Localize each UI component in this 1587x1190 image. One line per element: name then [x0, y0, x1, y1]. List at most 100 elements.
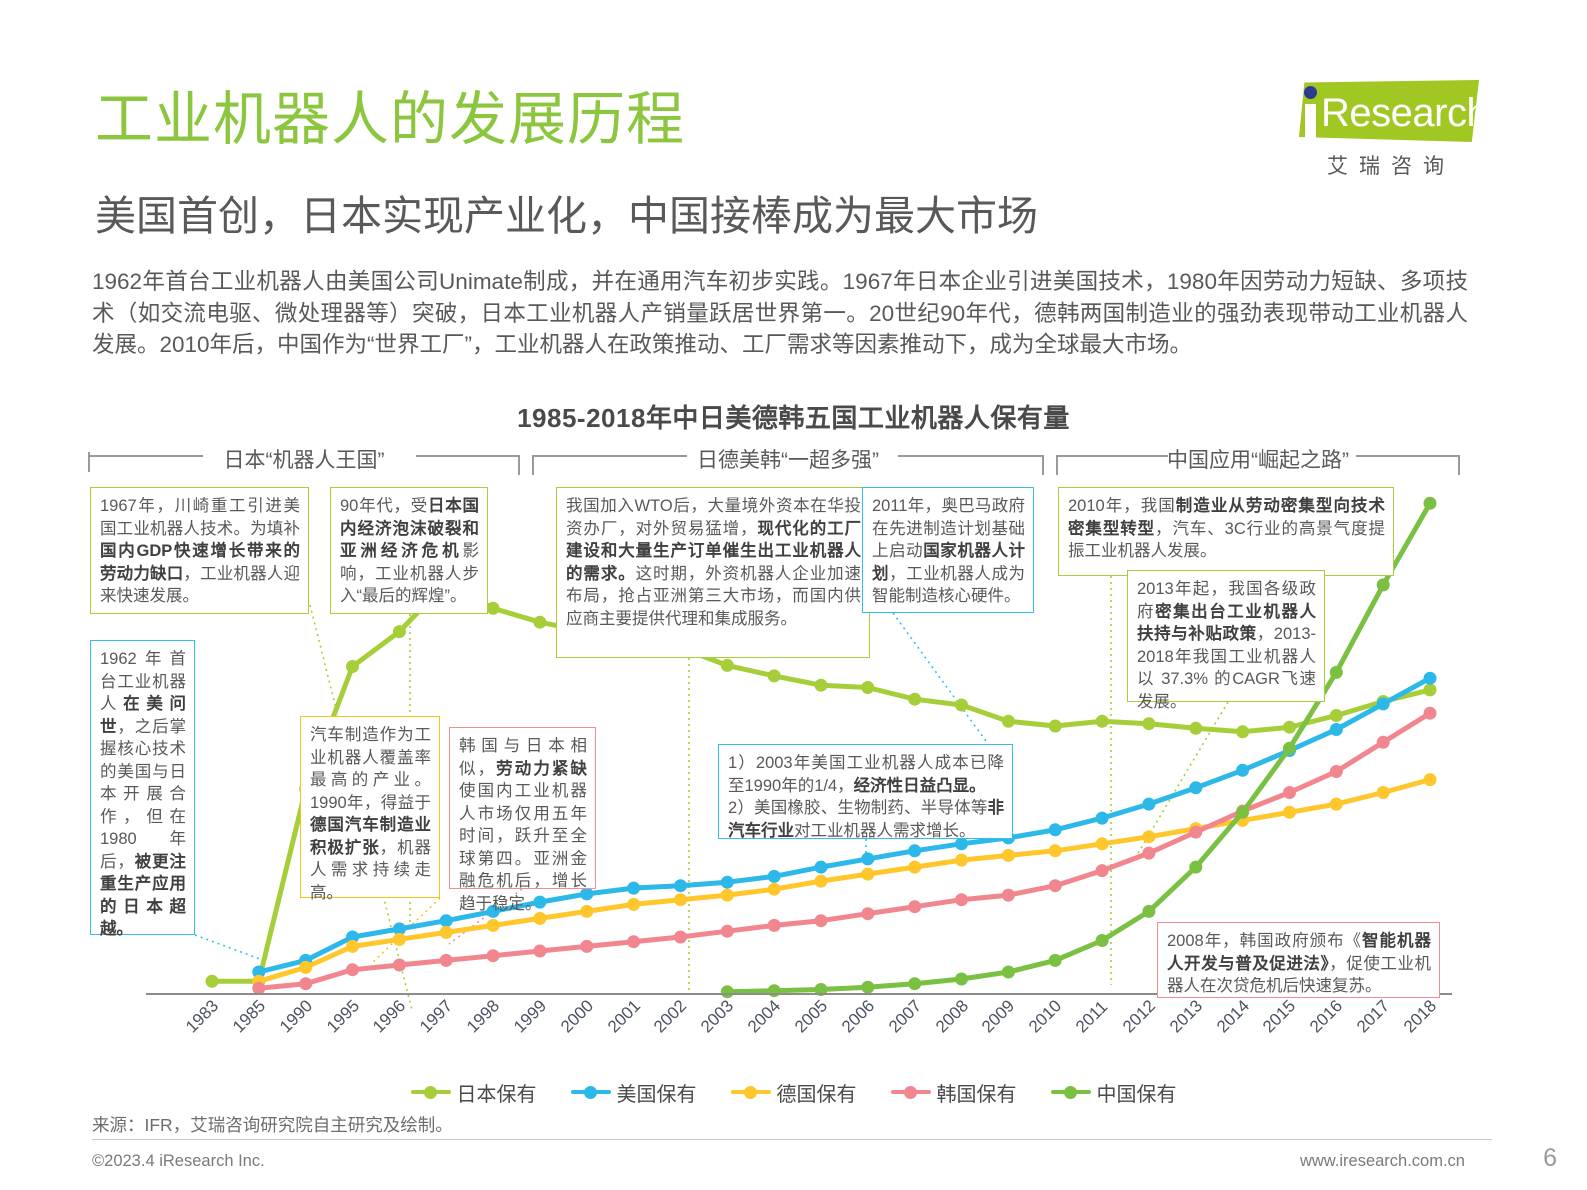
data-point	[1376, 735, 1390, 749]
bracket-left-tick	[532, 455, 534, 475]
data-point	[908, 977, 922, 991]
data-point	[1423, 496, 1437, 510]
phase-bracket-japan: 日本“机器人王国”	[88, 449, 520, 481]
data-point	[627, 935, 641, 949]
logo-shape-icon	[1299, 80, 1479, 142]
data-point	[1095, 864, 1109, 878]
data-point	[1001, 848, 1015, 862]
data-point	[533, 944, 547, 958]
data-point	[1423, 671, 1437, 685]
legend-item-1[interactable]: 美国保有	[570, 1078, 697, 1107]
data-point	[580, 939, 594, 953]
x-axis-tick-label: 2005	[791, 996, 832, 1037]
data-point	[346, 963, 359, 977]
website-url[interactable]: www.iresearch.com.cn	[1299, 1152, 1465, 1170]
data-point	[533, 895, 547, 909]
x-axis-tick-label: 2009	[978, 996, 1019, 1037]
note-leader-line	[892, 612, 1008, 771]
copyright-text: ©2023.4 iResearch Inc.	[92, 1152, 265, 1170]
data-point	[205, 974, 219, 988]
legend-marker-icon	[890, 1085, 931, 1099]
data-point	[1283, 720, 1296, 734]
data-point	[252, 965, 266, 979]
data-point	[1142, 830, 1156, 844]
data-point	[1329, 709, 1343, 722]
bracket-line-right	[898, 455, 1044, 457]
data-point	[1423, 683, 1437, 697]
legend-marker-icon	[1050, 1085, 1091, 1099]
legend-item-3[interactable]: 韩国保有	[890, 1078, 1017, 1107]
note-korea: 韩国与日本相似，劳动力紧缺使国内工业机器人市场仅用五年时间，跃升至全球第四。亚洲…	[449, 727, 596, 913]
data-point	[392, 932, 406, 946]
x-axis-tick-label: 2015	[1259, 996, 1300, 1037]
data-point	[1189, 825, 1203, 839]
data-point	[1189, 721, 1203, 735]
data-point	[908, 900, 922, 914]
data-point	[1329, 765, 1343, 778]
bracket-right-tick	[1042, 455, 1044, 475]
phase-bracket-china: 中国应用“崛起之路”	[1056, 449, 1460, 481]
source-text: 来源：IFR，艾瑞咨询研究院自主研究及绘制。	[92, 1115, 453, 1135]
data-point	[1142, 904, 1156, 918]
data-point	[1189, 781, 1203, 795]
x-axis-tick-label: 2006	[837, 996, 879, 1037]
bracket-right-tick	[518, 455, 520, 475]
data-point	[299, 960, 313, 974]
logo-i-stem-icon	[1305, 104, 1316, 138]
data-point	[1048, 719, 1062, 733]
data-point	[861, 852, 875, 866]
data-point	[346, 939, 359, 953]
data-point	[627, 881, 641, 895]
data-point	[1095, 714, 1109, 728]
data-point	[392, 922, 406, 936]
data-point	[299, 977, 313, 991]
data-point	[1142, 797, 1156, 811]
legend-marker-icon	[730, 1085, 771, 1099]
data-point	[1001, 965, 1015, 979]
legend-item-4[interactable]: 中国保有	[1050, 1078, 1177, 1107]
data-point	[1095, 837, 1109, 851]
note-2011: 2011年，奥巴马政府在先进制造计划基础上启动国家机器人计划，工业机器人成为智能…	[862, 487, 1034, 613]
bracket-left-tick	[1056, 455, 1058, 475]
legend-label: 日本保有	[456, 1083, 537, 1106]
bracket-right-tick	[1458, 455, 1460, 475]
bracket-label: 日德美韩“一超多强”	[697, 449, 879, 472]
x-axis-tick-label: 2007	[884, 996, 925, 1037]
data-point	[814, 874, 828, 888]
logo-brand-text: Research	[1321, 91, 1489, 135]
legend-label: 德国保有	[776, 1083, 857, 1106]
data-point	[1142, 846, 1156, 860]
legend-item-2[interactable]: 德国保有	[730, 1078, 857, 1107]
series-line-4	[724, 500, 1433, 995]
data-point	[346, 930, 359, 944]
data-point	[955, 837, 968, 851]
page-number: 6	[1543, 1144, 1557, 1172]
bracket-line-right	[416, 455, 520, 457]
x-axis-tick-label: 2018	[1400, 996, 1441, 1037]
data-point	[1329, 665, 1343, 679]
legend-label: 中国保有	[1096, 1083, 1177, 1106]
series-line-1	[256, 675, 1433, 975]
data-point	[674, 893, 687, 907]
data-point	[861, 867, 875, 881]
x-axis-tick-label: 2004	[744, 996, 785, 1037]
x-axis-tick-label: 2008	[931, 996, 972, 1037]
data-point	[486, 904, 500, 918]
x-axis-tick-label: 1997	[416, 996, 457, 1037]
x-axis-labels: 1983 1985 1990 1995 1996 1997 1998 1999 2000 2001…	[0, 996, 1587, 1073]
data-point	[1048, 844, 1062, 858]
data-point	[1423, 773, 1437, 787]
legend-item-0[interactable]: 日本保有	[410, 1078, 537, 1107]
data-point	[1376, 786, 1390, 799]
page-title: 工业机器人的发展历程	[95, 87, 686, 152]
data-point	[627, 897, 641, 911]
x-axis-tick-label: 2017	[1353, 996, 1394, 1037]
data-point	[1001, 714, 1015, 728]
bracket-label: 日本“机器人王国”	[223, 449, 385, 472]
bracket-line-right	[1356, 455, 1460, 457]
x-axis-tick-label: 2012	[1118, 996, 1160, 1037]
data-point	[767, 918, 781, 932]
data-point	[720, 985, 734, 999]
data-point	[767, 984, 781, 998]
